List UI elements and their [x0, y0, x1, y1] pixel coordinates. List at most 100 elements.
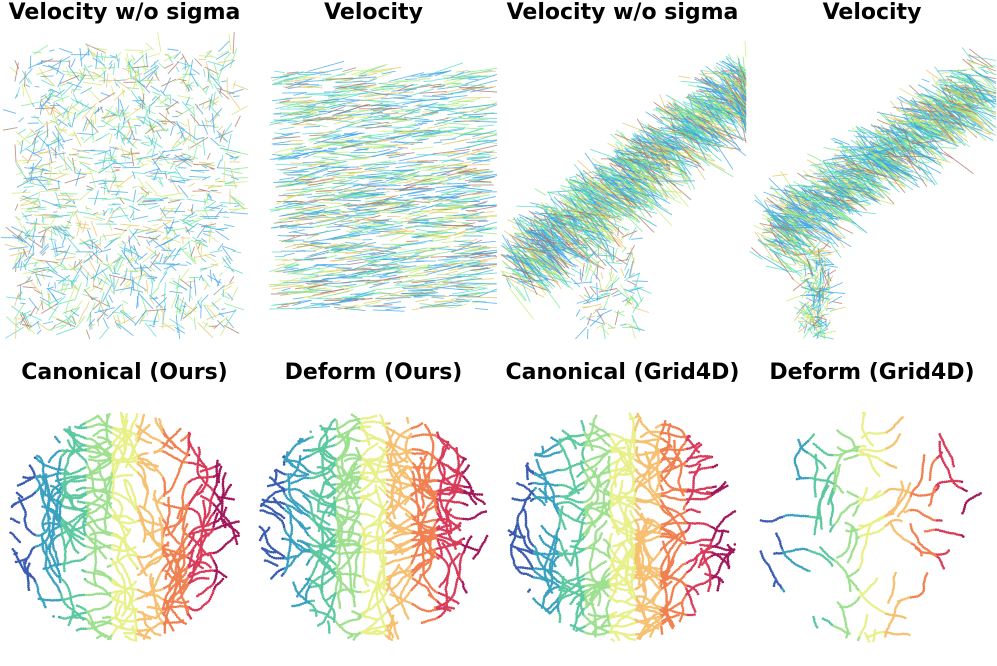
velocity-vector	[888, 164, 925, 181]
velocity-vector	[208, 93, 213, 111]
velocity-vector	[386, 177, 408, 181]
velocity-vector	[175, 106, 195, 118]
velocity-vector	[540, 226, 576, 257]
velocity-vector	[608, 200, 652, 224]
velocity-vector	[458, 244, 471, 248]
velocity-vector	[285, 78, 313, 89]
velocity-vector	[425, 165, 445, 171]
velocity-vector	[181, 305, 187, 308]
velocity-vector	[42, 73, 56, 87]
velocity-vector	[575, 309, 581, 317]
velocity-vector	[185, 229, 195, 233]
velocity-vector	[67, 81, 83, 88]
velocity-vector	[271, 284, 304, 290]
velocity-vector	[29, 159, 43, 175]
velocity-vector	[369, 261, 381, 263]
velocity-vector	[312, 151, 350, 154]
velocity-vector	[165, 128, 169, 133]
velocity-vector	[579, 256, 589, 263]
velocity-vector	[24, 214, 33, 218]
velocity-vector	[478, 288, 498, 298]
velocity-vector	[626, 280, 638, 286]
velocity-vector	[301, 295, 314, 299]
velocity-vector	[152, 220, 171, 232]
velocity-vector	[421, 111, 438, 116]
velocity-vector	[471, 300, 498, 304]
velocity-vector	[119, 99, 125, 112]
velocity-field-plot	[0, 30, 249, 340]
velocity-vector	[108, 239, 113, 245]
velocity-vector	[234, 115, 241, 128]
velocity-vector	[585, 251, 596, 262]
velocity-vector	[420, 202, 443, 211]
velocity-vector	[458, 168, 490, 173]
velocity-vector	[43, 216, 64, 219]
velocity-vector	[538, 213, 575, 222]
velocity-vector	[627, 152, 654, 167]
velocity-vector	[584, 264, 592, 281]
velocity-vector	[137, 185, 149, 190]
velocity-vector	[39, 189, 61, 193]
velocity-vector	[216, 319, 225, 328]
velocity-vector	[626, 144, 643, 151]
velocity-vector	[369, 137, 383, 140]
velocity-vector	[355, 290, 376, 296]
velocity-vector	[159, 271, 168, 283]
velocity-vector	[106, 300, 111, 308]
velocity-vector	[671, 150, 686, 183]
velocity-vector	[522, 280, 549, 292]
velocity-vector	[21, 323, 35, 334]
velocity-vector	[67, 132, 76, 137]
velocity-vector	[200, 243, 203, 256]
velocity-vector	[24, 167, 34, 170]
velocity-vector	[199, 267, 207, 270]
velocity-vector	[22, 269, 39, 275]
velocity-vector	[463, 196, 480, 200]
velocity-vector	[98, 299, 106, 318]
velocity-vector	[371, 252, 385, 256]
velocity-vector	[176, 130, 185, 135]
velocity-vector	[592, 222, 609, 247]
velocity-vector	[50, 214, 71, 218]
velocity-vector	[181, 53, 189, 66]
velocity-vector	[689, 93, 702, 102]
velocity-vector	[500, 270, 531, 281]
velocity-vector	[306, 213, 320, 216]
velocity-vector	[209, 108, 223, 122]
velocity-vector	[228, 88, 244, 95]
velocity-vector	[149, 252, 161, 269]
velocity-vector	[369, 169, 397, 175]
velocity-vector	[155, 130, 162, 140]
velocity-vector	[463, 86, 496, 91]
velocity-vector	[727, 110, 747, 134]
velocity-vector	[175, 66, 180, 73]
velocity-vector	[151, 156, 169, 160]
velocity-vector	[334, 246, 357, 249]
velocity-vector	[426, 264, 464, 275]
velocity-vector	[315, 192, 332, 195]
velocity-vector	[337, 298, 346, 301]
velocity-vector	[283, 252, 295, 257]
velocity-vector	[437, 280, 452, 283]
velocity-vector	[16, 86, 21, 98]
velocity-vector	[367, 78, 378, 83]
velocity-vector	[152, 310, 159, 326]
velocity-vector	[115, 107, 122, 122]
panel-title: Velocity	[822, 0, 922, 25]
velocity-vector	[617, 159, 628, 171]
velocity-vector	[172, 280, 188, 291]
velocity-vector	[218, 133, 221, 139]
velocity-vector	[14, 303, 25, 320]
velocity-vector	[48, 305, 59, 321]
velocity-vector	[233, 95, 240, 97]
velocity-vector	[877, 110, 900, 132]
velocity-vector	[403, 199, 417, 203]
velocity-vector	[208, 193, 212, 199]
velocity-vector	[399, 189, 435, 196]
velocity-vector	[296, 113, 314, 120]
velocity-vector	[230, 169, 237, 189]
velocity-vector	[148, 324, 155, 328]
velocity-vector	[174, 326, 186, 334]
velocity-vector	[617, 227, 619, 236]
velocity-vector	[298, 180, 314, 183]
